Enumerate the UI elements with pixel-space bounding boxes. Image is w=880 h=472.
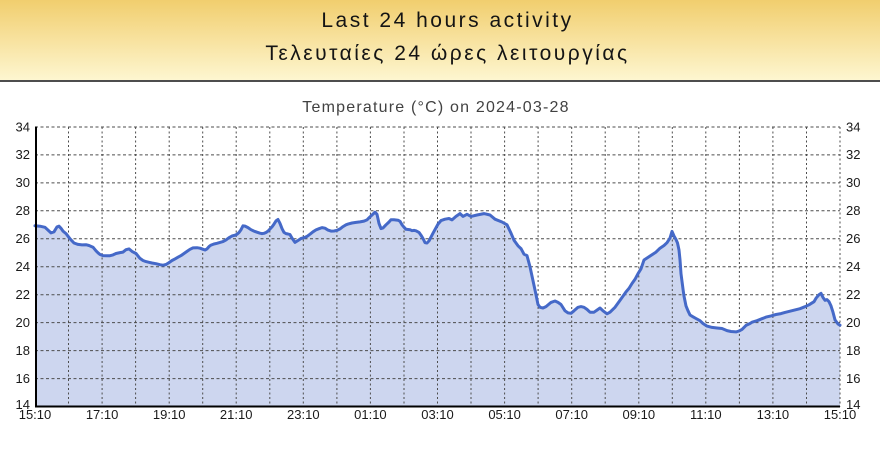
svg-text:22: 22 — [846, 287, 860, 302]
svg-text:28: 28 — [846, 203, 860, 218]
svg-text:14: 14 — [16, 397, 30, 412]
svg-text:23:10: 23:10 — [287, 407, 320, 422]
svg-text:21:10: 21:10 — [220, 407, 253, 422]
svg-text:09:10: 09:10 — [623, 407, 656, 422]
svg-text:22: 22 — [16, 287, 30, 302]
svg-text:17:10: 17:10 — [86, 407, 119, 422]
svg-text:16: 16 — [846, 371, 860, 386]
svg-text:18: 18 — [16, 343, 30, 358]
svg-text:19:10: 19:10 — [153, 407, 186, 422]
svg-text:32: 32 — [846, 147, 860, 162]
svg-text:30: 30 — [846, 175, 860, 190]
svg-text:13:10: 13:10 — [757, 407, 790, 422]
svg-text:03:10: 03:10 — [421, 407, 454, 422]
svg-text:26: 26 — [16, 231, 30, 246]
svg-text:15:10: 15:10 — [19, 407, 52, 422]
svg-text:30: 30 — [16, 175, 30, 190]
svg-text:11:10: 11:10 — [690, 407, 722, 422]
svg-text:20: 20 — [16, 315, 30, 330]
svg-text:05:10: 05:10 — [488, 407, 521, 422]
svg-text:16: 16 — [16, 371, 30, 386]
svg-text:20: 20 — [846, 315, 860, 330]
svg-text:18: 18 — [846, 343, 860, 358]
svg-text:01:10: 01:10 — [354, 407, 387, 422]
svg-text:34: 34 — [846, 119, 860, 134]
svg-text:24: 24 — [846, 259, 860, 274]
svg-text:26: 26 — [846, 231, 860, 246]
svg-text:28: 28 — [16, 203, 30, 218]
svg-text:Temperature (°C) on 2024-03-28: Temperature (°C) on 2024-03-28 — [302, 99, 569, 116]
svg-text:34: 34 — [16, 119, 30, 134]
svg-text:15:10: 15:10 — [824, 407, 857, 422]
svg-text:32: 32 — [16, 147, 30, 162]
svg-text:24: 24 — [16, 259, 30, 274]
svg-text:07:10: 07:10 — [555, 407, 588, 422]
svg-text:14: 14 — [846, 397, 860, 412]
